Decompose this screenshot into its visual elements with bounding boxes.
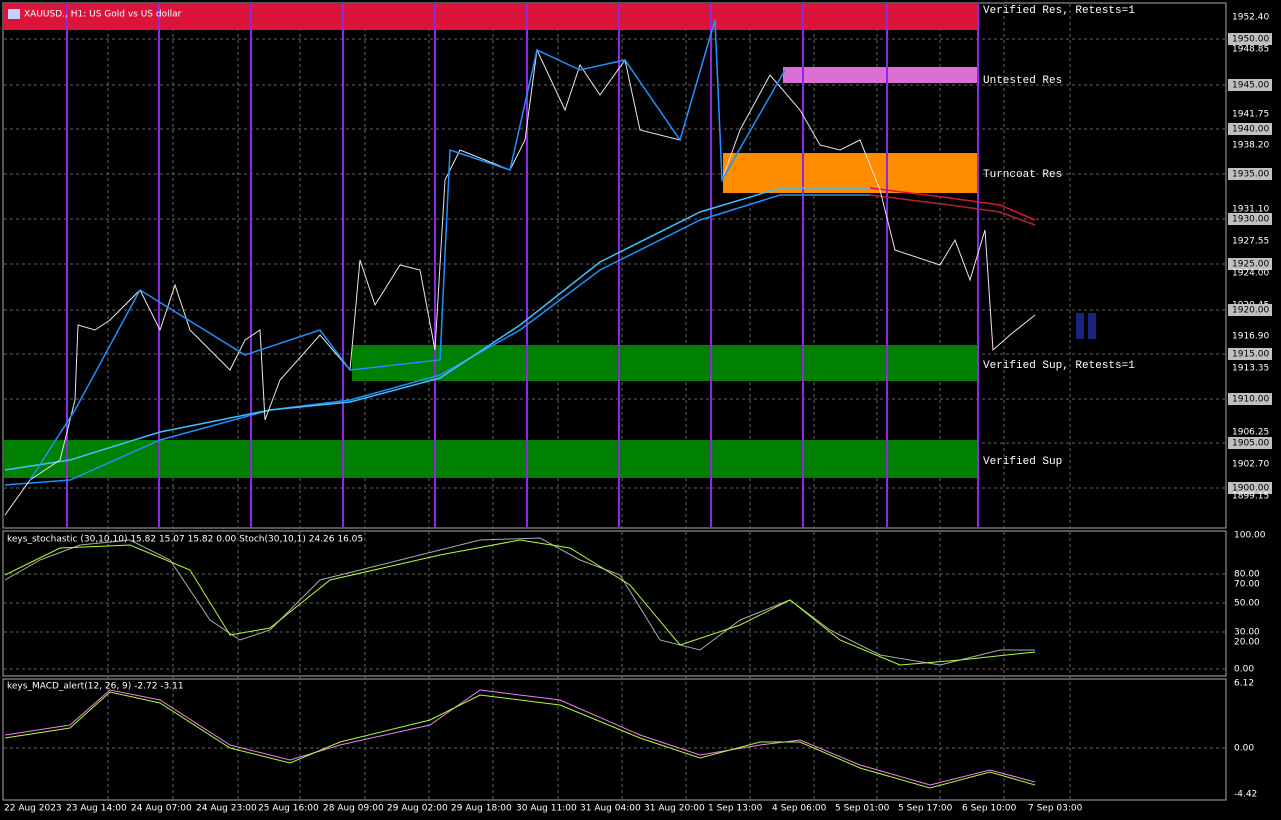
price-box bbox=[1228, 393, 1272, 405]
time-label: 4 Sep 06:00 bbox=[772, 804, 827, 814]
ma-line bbox=[4, 187, 870, 471]
zone-label: Turncoat Res bbox=[983, 169, 1062, 181]
price-label: 1910.00 bbox=[1232, 395, 1269, 405]
macd-axis-label: 0.00 bbox=[1234, 744, 1254, 754]
price-label: 1948.85 bbox=[1232, 45, 1269, 55]
price-label: 1935.00 bbox=[1232, 170, 1269, 180]
price-label: 1927.55 bbox=[1232, 237, 1269, 247]
zone-label: Verified Sup bbox=[983, 456, 1062, 468]
macd-line bbox=[4, 689, 1036, 786]
stoch-line bbox=[4, 537, 1035, 666]
time-label: 5 Sep 01:00 bbox=[835, 804, 890, 814]
macd-panel bbox=[2, 678, 1227, 801]
price-label: 1952.40 bbox=[1232, 13, 1269, 23]
price-box bbox=[1228, 304, 1272, 316]
time-label: 28 Aug 09:00 bbox=[323, 804, 384, 814]
price-box bbox=[1228, 348, 1272, 360]
price-label: 1900.00 bbox=[1232, 484, 1269, 494]
stoch-signal bbox=[4, 539, 1036, 666]
time-label: 6 Sep 10:00 bbox=[962, 804, 1017, 814]
stoch-axis-label: 20.00 bbox=[1234, 638, 1260, 648]
time-label: 23 Aug 14:00 bbox=[66, 804, 127, 814]
price-box bbox=[1228, 33, 1272, 45]
price-label: 1899.15 bbox=[1232, 492, 1269, 502]
price-label: 1902.70 bbox=[1232, 460, 1269, 470]
price-label: 1905.00 bbox=[1232, 439, 1269, 449]
bar bbox=[1076, 313, 1084, 339]
time-label: 29 Aug 18:00 bbox=[451, 804, 512, 814]
main-panel bbox=[2, 2, 1227, 529]
time-label: 31 Aug 04:00 bbox=[580, 804, 641, 814]
icon bbox=[8, 9, 20, 19]
macd-axis-label: 6.12 bbox=[1234, 679, 1254, 689]
zigzag bbox=[29, 19, 786, 481]
time-label: 30 Aug 11:00 bbox=[516, 804, 577, 814]
macd-axis-label: -4.42 bbox=[1234, 790, 1257, 800]
zone-label: Verified Res, Retests=1 bbox=[983, 5, 1135, 17]
price-label: 1913.35 bbox=[1232, 364, 1269, 374]
time-label: 24 Aug 07:00 bbox=[131, 804, 192, 814]
bar bbox=[1088, 313, 1096, 339]
time-label: 22 Aug 2023 bbox=[4, 804, 62, 814]
price-box bbox=[1228, 437, 1272, 449]
stoch-axis-label: 0.00 bbox=[1234, 665, 1254, 675]
macd-signal bbox=[4, 691, 1036, 789]
price-label: 1920.00 bbox=[1232, 306, 1269, 316]
time-label: 29 Aug 02:00 bbox=[387, 804, 448, 814]
price-label: 1916.90 bbox=[1232, 332, 1269, 342]
price-label: 1938.20 bbox=[1232, 141, 1269, 151]
stoch-axis-label: 70.00 bbox=[1234, 580, 1260, 590]
stoch-axis-label: 100.00 bbox=[1234, 531, 1266, 541]
indicator-label: keys_stochastic (30,10,10) 15.82 15.07 1… bbox=[7, 535, 363, 545]
zone-turncoat-res bbox=[723, 153, 978, 193]
stoch-axis-label: 50.00 bbox=[1234, 599, 1260, 609]
ma-line bbox=[869, 194, 1036, 226]
ma-line bbox=[4, 194, 870, 486]
ma-line bbox=[869, 187, 1036, 221]
price-label: 1945.00 bbox=[1232, 81, 1269, 91]
price-label: 1906.25 bbox=[1232, 428, 1269, 438]
grid bbox=[4, 4, 1226, 800]
stoch-panel bbox=[2, 530, 1227, 677]
price-label: 1940.00 bbox=[1232, 125, 1269, 135]
price-box bbox=[1228, 482, 1272, 494]
price-box bbox=[1228, 258, 1272, 270]
price-label: 1915.00 bbox=[1232, 350, 1269, 360]
price-box bbox=[1228, 168, 1272, 180]
zone-label: Verified Sup, Retests=1 bbox=[983, 360, 1135, 372]
zone-verified-sup-1 bbox=[352, 345, 978, 381]
zone-untested-res bbox=[783, 67, 978, 83]
time-label: 5 Sep 17:00 bbox=[898, 804, 953, 814]
time-label: 7 Sep 03:00 bbox=[1028, 804, 1083, 814]
price-label: 1924.00 bbox=[1232, 269, 1269, 279]
stoch-axis-label: 80.00 bbox=[1234, 570, 1260, 580]
indicator-label: keys_MACD_alert(12, 26, 9) -2.72 -3.11 bbox=[7, 682, 184, 692]
time-label: 24 Aug 23:00 bbox=[196, 804, 257, 814]
price-box bbox=[1228, 213, 1272, 225]
time-label: 1 Sep 13:00 bbox=[708, 804, 763, 814]
price-label: 1931.10 bbox=[1232, 205, 1269, 215]
price-box bbox=[1228, 123, 1272, 135]
price-label: 1950.00 bbox=[1232, 35, 1269, 45]
time-label: 31 Aug 20:00 bbox=[644, 804, 705, 814]
price-label: 1941.75 bbox=[1232, 110, 1269, 120]
chart-title: XAUUSD., H1: US Gold vs US dollar bbox=[24, 10, 182, 20]
time-label: 25 Aug 16:00 bbox=[258, 804, 319, 814]
price-label: 1930.00 bbox=[1232, 215, 1269, 225]
price-label: 1925.00 bbox=[1232, 260, 1269, 270]
price-box bbox=[1228, 79, 1272, 91]
zone-verified-res bbox=[4, 4, 978, 30]
zone-label: Untested Res bbox=[983, 75, 1062, 87]
zone-verified-sup-2 bbox=[4, 440, 978, 478]
stoch-axis-label: 30.00 bbox=[1234, 628, 1260, 638]
